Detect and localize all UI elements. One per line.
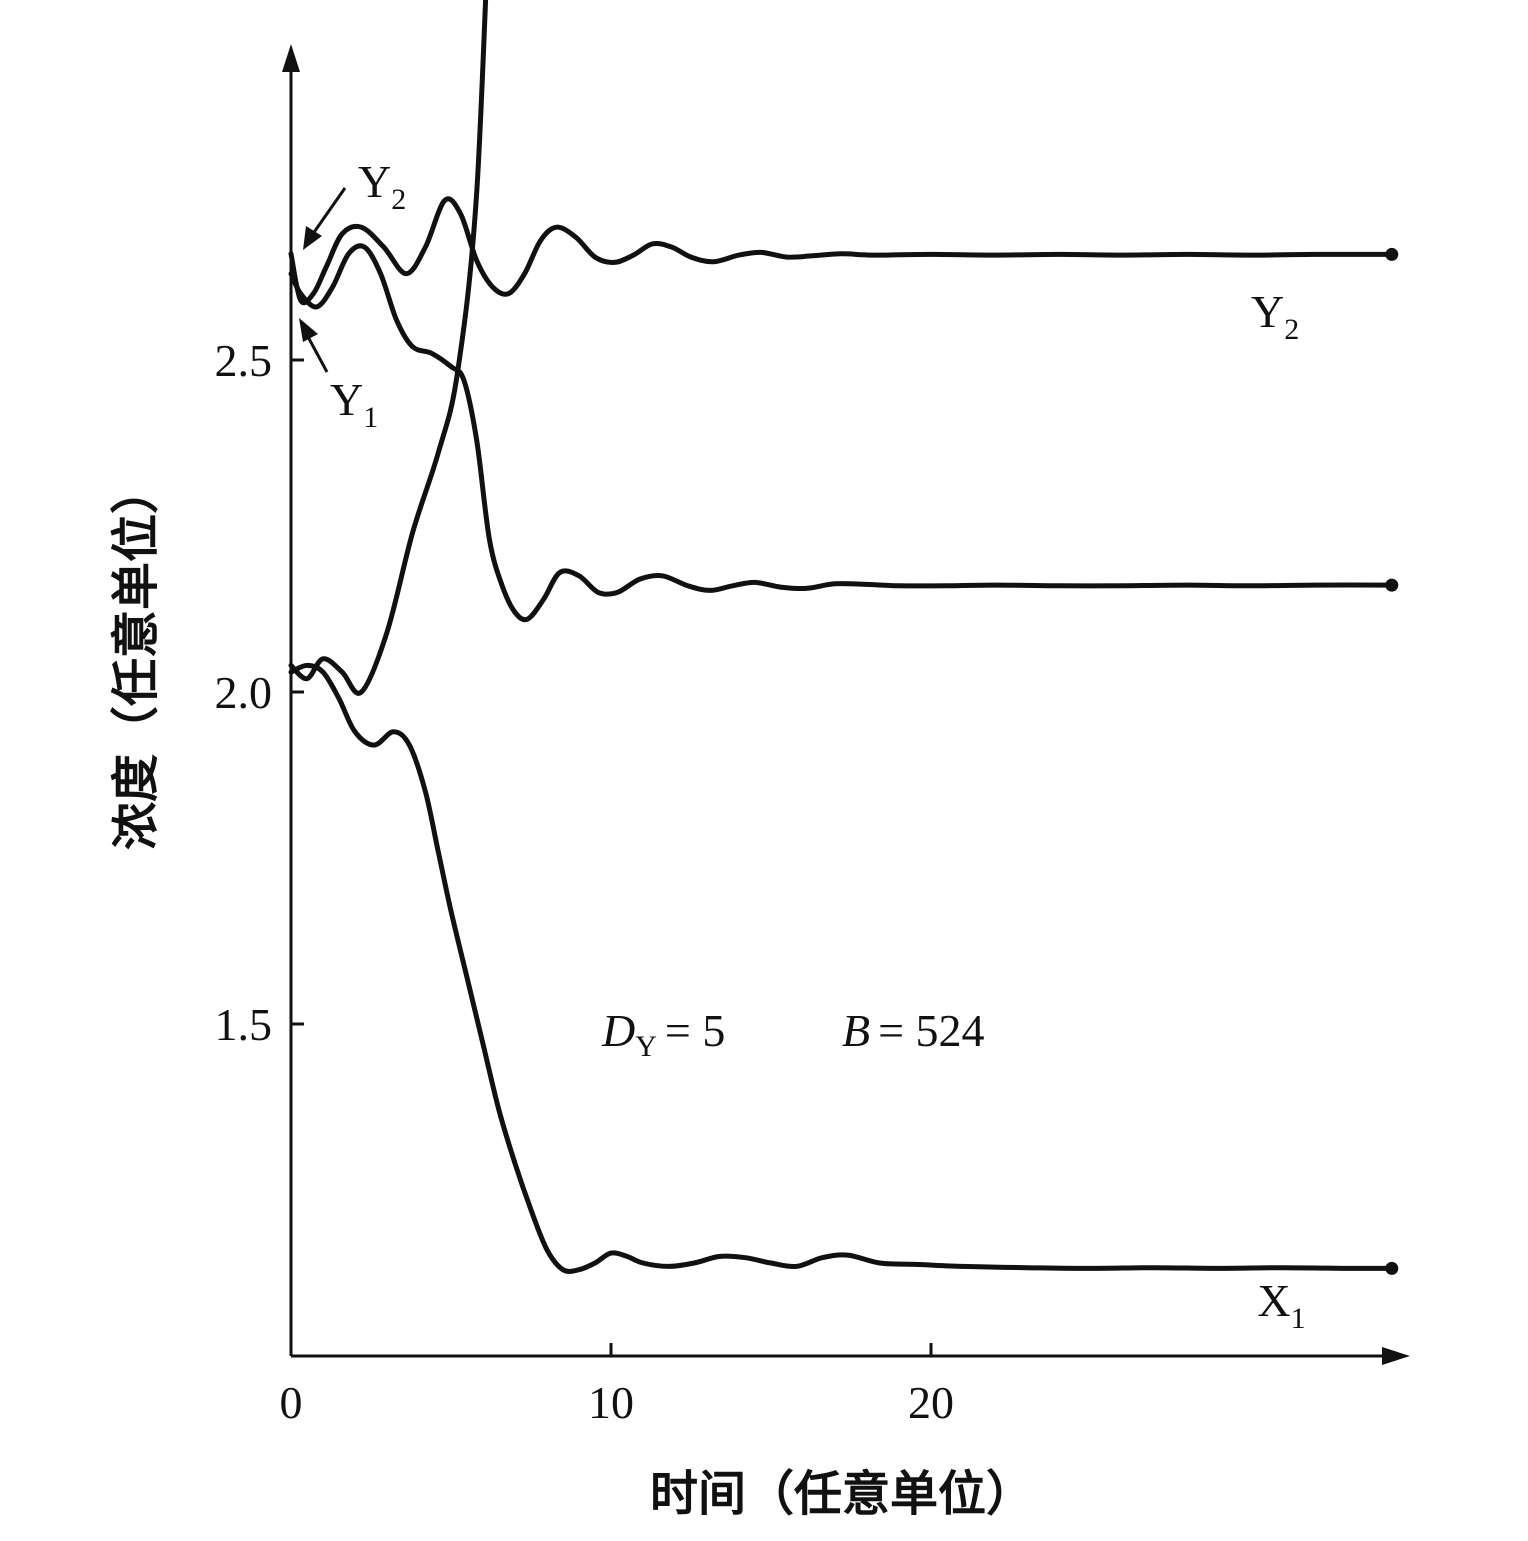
- x-axis-title: 时间（任意单位）: [650, 1466, 1034, 1522]
- y-axis-title: 浓度（任意单位）: [108, 466, 164, 850]
- x-tick-label-0: 0: [280, 1377, 303, 1428]
- y-tick-label-2: 2.5: [215, 335, 273, 386]
- y-ticks: 1.5 2.0 2.5: [215, 335, 304, 1050]
- series-end-dot-x1: [1385, 1261, 1399, 1275]
- series-label-x1: X1: [1257, 1275, 1305, 1335]
- series-label-y2: Y2: [1251, 286, 1299, 346]
- y-tick-label-1: 2.0: [215, 667, 273, 718]
- pointer-arrows: [299, 187, 347, 373]
- series-line-y1: [288, 196, 1395, 306]
- y2-pointer-line: [308, 187, 347, 239]
- parameter-annotation: DY = 5 B = 524: [601, 1005, 985, 1063]
- y-axis-arrowhead: [282, 44, 300, 72]
- x-axis: [291, 1347, 1410, 1365]
- diffusion-annotation: DY = 5: [601, 1005, 725, 1063]
- series-end-dot-y2: [1385, 578, 1399, 592]
- pointer-label-y1: Y1: [330, 374, 378, 434]
- y1-pointer-head: [299, 318, 318, 342]
- series-line-x1: [288, 662, 1395, 1274]
- y2-pointer-head: [303, 226, 322, 250]
- x-ticks: 0 10 20: [280, 1343, 954, 1428]
- series-end-dot-y1: [1385, 247, 1399, 261]
- y1-pointer-line: [305, 334, 329, 373]
- plot-area: [288, 0, 1399, 1275]
- b-annotation: B = 524: [842, 1005, 985, 1056]
- x-tick-label-2: 20: [908, 1377, 954, 1428]
- series-line-x2: [288, 0, 489, 696]
- x-tick-label-1: 10: [588, 1377, 634, 1428]
- series-labels: X2Y1Y2X1: [1251, 286, 1306, 1335]
- pointer-label-y2: Y2: [358, 156, 406, 216]
- pointer-labels: Y2 Y1: [330, 156, 406, 434]
- series-line-y2: [288, 243, 1395, 623]
- y-tick-label-0: 1.5: [215, 999, 273, 1050]
- y-axis: [282, 44, 300, 1356]
- x-axis-arrowhead: [1382, 1347, 1410, 1365]
